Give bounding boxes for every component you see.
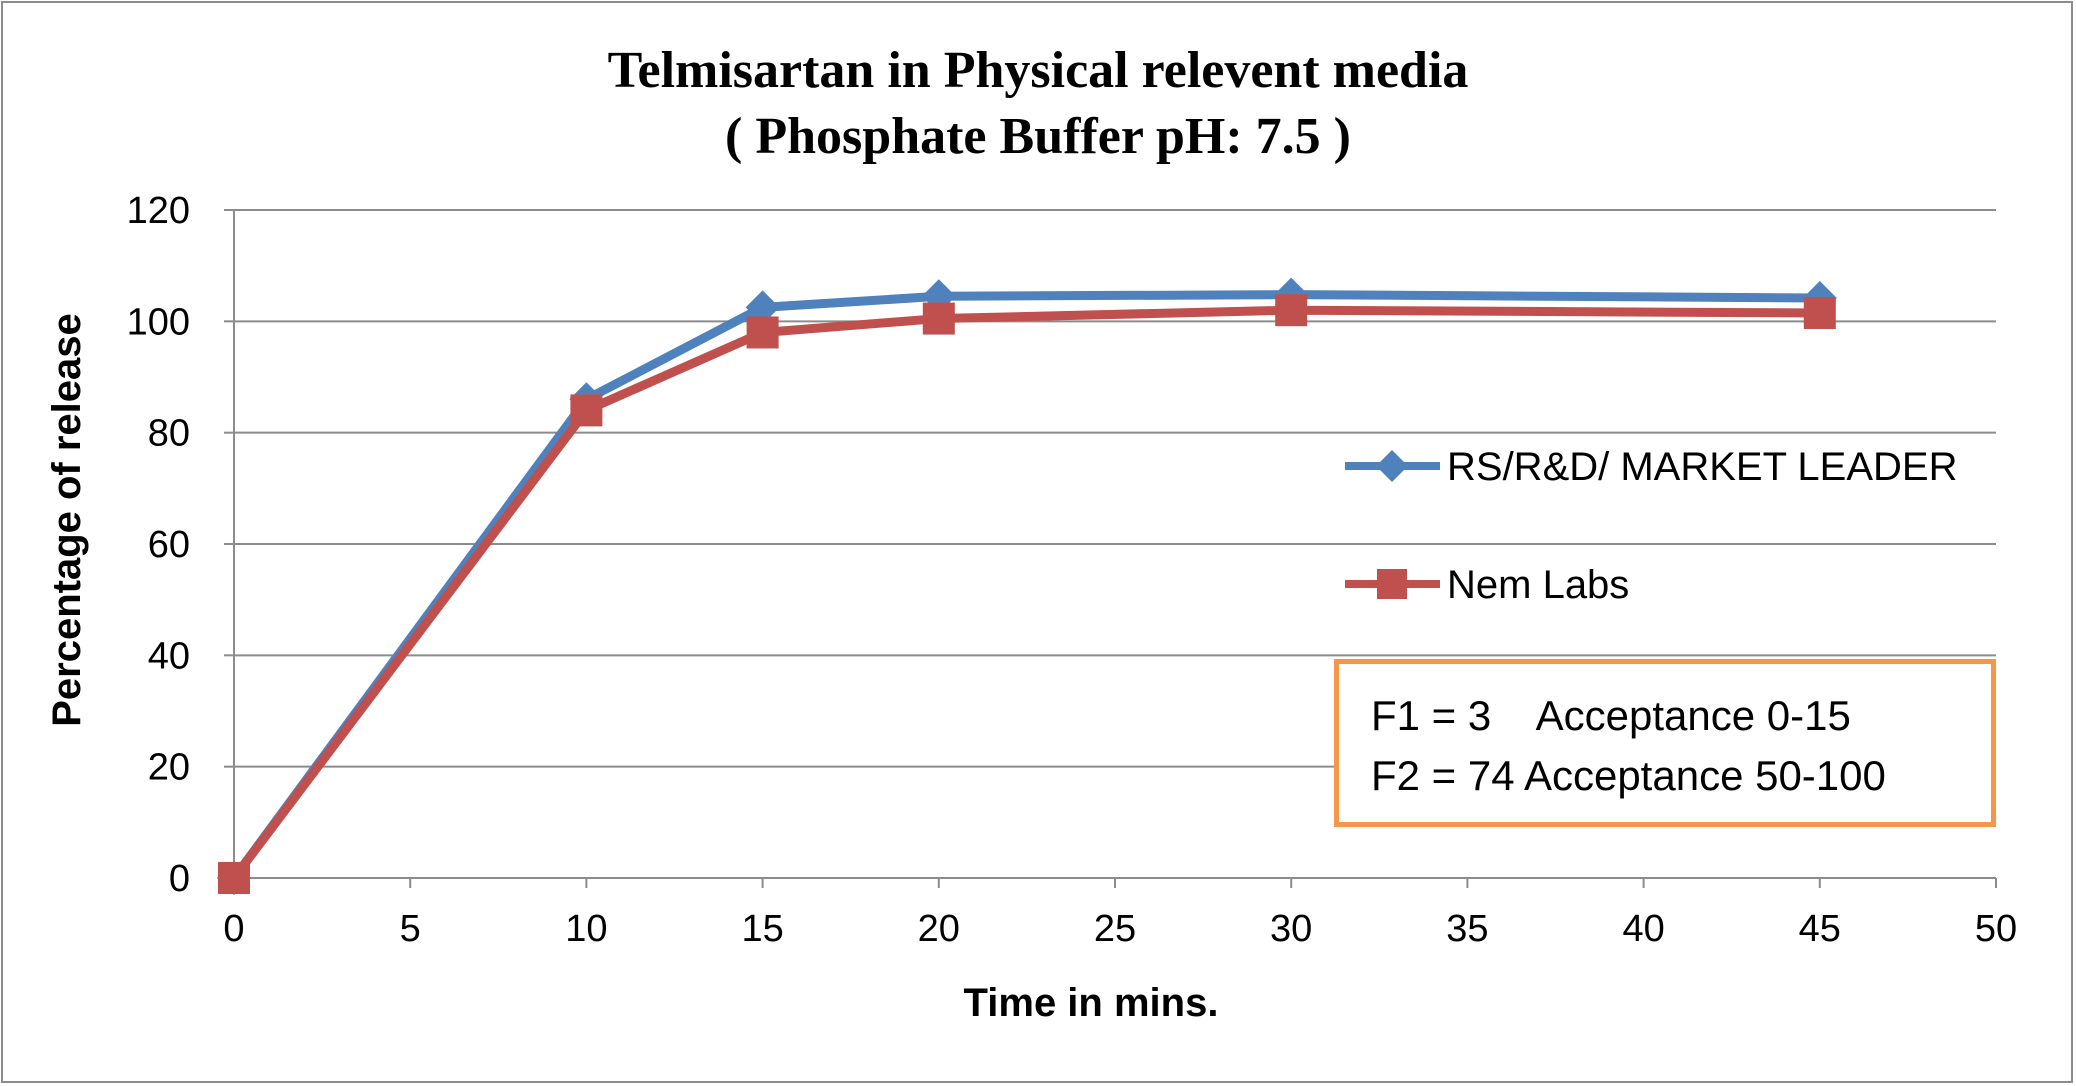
axes	[224, 209, 1997, 888]
legend-item-market-leader: RS/R&D/ MARKET LEADER	[1345, 445, 1958, 489]
x-tick-label-15: 15	[741, 908, 783, 950]
legend: RS/R&D/ MARKET LEADER Nem Labs	[1345, 445, 1958, 607]
f1-annotation: F1 = 3 Acceptance 0-15	[1371, 692, 1851, 739]
point-square-0	[218, 862, 250, 894]
similarity-factor-box: F1 = 3 Acceptance 0-15 F2 = 74 Acceptanc…	[1334, 659, 1996, 827]
x-tick-label-45: 45	[1799, 908, 1841, 950]
x-axis-title: Time in mins.	[964, 981, 1219, 1025]
y-tick-label-80: 80	[148, 413, 190, 455]
x-tick-label-10: 10	[565, 908, 607, 950]
y-tick-label-60: 60	[148, 524, 190, 566]
x-tick-label-50: 50	[1975, 908, 2017, 950]
series-line-0	[230, 290, 1820, 881]
y-tick-label-40: 40	[148, 635, 190, 677]
x-tick-label-20: 20	[918, 908, 960, 950]
legend-label-market-leader: RS/R&D/ MARKET LEADER	[1447, 445, 1958, 489]
f2-annotation: F2 = 74 Acceptance 50-100	[1371, 752, 1886, 799]
legend-label-nem-labs: Nem Labs	[1447, 563, 1629, 607]
x-tick-label-5: 5	[400, 908, 421, 950]
x-tick-label-40: 40	[1622, 908, 1664, 950]
x-tick-label-30: 30	[1270, 908, 1312, 950]
chart-title: Telmisartan in Physical relevent media (…	[0, 38, 2076, 170]
y-tick-label-0: 0	[169, 858, 190, 900]
chart-title-line-1: Telmisartan in Physical relevent media	[607, 42, 1469, 99]
point-square-45	[1803, 296, 1836, 329]
point-diamond-15	[745, 290, 780, 325]
series-nem-labs	[218, 294, 1836, 894]
legend-item-nem-labs: Nem Labs	[1345, 563, 1629, 607]
point-square-30	[1275, 294, 1308, 327]
chart-title-line-2: ( Phosphate Buffer pH: 7.5 )	[725, 108, 1351, 165]
point-square-15	[746, 316, 779, 349]
x-tick-label-25: 25	[1094, 908, 1136, 950]
legend-marker-nem-labs	[1377, 569, 1407, 599]
series-layer	[217, 277, 1837, 895]
x-tick-label-35: 35	[1446, 908, 1488, 950]
y-tick-label-20: 20	[148, 747, 190, 789]
point-square-10	[570, 394, 603, 427]
y-tick-label-100: 100	[127, 301, 190, 343]
x-tick-label-0: 0	[223, 908, 244, 950]
legend-marker-market-leader	[1376, 450, 1408, 482]
x-tick-labels: 0 5 10 15 20 25 30 35 40 45 50	[223, 908, 2017, 950]
y-tick-label-120: 120	[127, 190, 190, 232]
series-line-1	[230, 305, 1820, 881]
y-axis-title: Percentage of release	[45, 313, 89, 727]
y-tick-labels: 0 20 40 60 80 100 120	[127, 190, 190, 900]
point-square-20	[922, 302, 955, 335]
